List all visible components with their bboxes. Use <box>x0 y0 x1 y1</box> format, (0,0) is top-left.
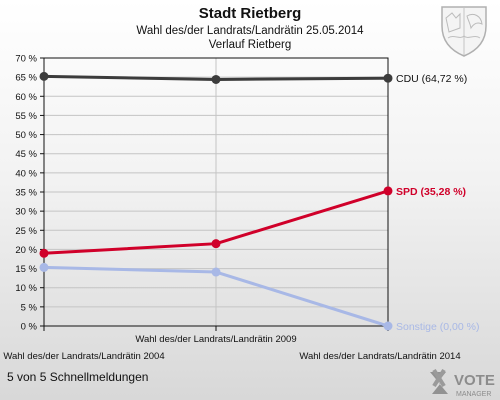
y-tick-label: 40 % <box>15 168 37 179</box>
x-tick-label: Wahl des/der Landrats/Landrätin 2004 <box>3 351 164 362</box>
data-point-cdu <box>383 73 393 83</box>
y-tick-label: 65 % <box>15 73 37 84</box>
y-tick-label: 15 % <box>15 264 37 275</box>
y-tick-label: 20 % <box>15 245 37 256</box>
y-axis: 0 % 5 % 10 % 15 % 20 % 25 % 30 % 35 % 40 % 45 % 50… <box>15 54 44 333</box>
y-tick-label: 35 % <box>15 188 37 199</box>
vote-manager-logo: VOTE MANAGER <box>430 368 495 398</box>
data-point-spd <box>383 186 393 196</box>
y-tick-label: 25 % <box>15 226 37 237</box>
y-tick-label: 10 % <box>15 283 37 294</box>
y-tick-label: 50 % <box>15 130 37 141</box>
status-text: 5 von 5 Schnellmeldungen <box>7 370 148 384</box>
y-tick-label: 70 % <box>15 54 37 65</box>
chart-subtitle-2: Verlauf Rietberg <box>209 39 291 51</box>
series-label-cdu: CDU (64,72 %) <box>396 73 467 85</box>
y-tick-label: 0 % <box>21 322 38 333</box>
x-axis: Wahl des/der Landrats/Landrätin 2004 Wahl… <box>3 326 461 362</box>
data-point-spd <box>211 239 221 249</box>
logo-text: VOTE <box>454 372 495 389</box>
data-point-spd <box>39 248 49 258</box>
coat-of-arms-icon <box>434 4 494 58</box>
data-point-cdu <box>39 71 49 81</box>
chart-subtitle: Wahl des/der Landrats/Landrätin 25.05.20… <box>136 25 364 37</box>
data-point-sonstige <box>211 267 221 277</box>
data-point-sonstige <box>39 262 49 272</box>
y-tick-label: 45 % <box>15 149 37 160</box>
y-tick-label: 5 % <box>21 302 38 313</box>
series-label-sonstige: Sonstige (0,00 %) <box>396 321 479 333</box>
grid <box>44 58 388 326</box>
x-tick-label: Wahl des/der Landrats/Landrätin 2014 <box>299 351 460 362</box>
series-labels: CDU (64,72 %) SPD (35,28 %) Sonstige (0,00… <box>396 73 479 333</box>
chart-title: Stadt Rietberg <box>199 5 302 22</box>
y-tick-label: 60 % <box>15 92 37 103</box>
y-tick-label: 55 % <box>15 111 37 122</box>
data-point-sonstige <box>383 321 393 331</box>
x-tick-label: Wahl des/der Landrats/Landrätin 2009 <box>135 334 296 345</box>
series-label-spd: SPD (35,28 %) <box>396 186 466 198</box>
y-tick-label: 30 % <box>15 207 37 218</box>
series-points <box>39 71 393 331</box>
data-point-cdu <box>211 74 221 84</box>
logo-subtext: MANAGER <box>456 391 491 398</box>
